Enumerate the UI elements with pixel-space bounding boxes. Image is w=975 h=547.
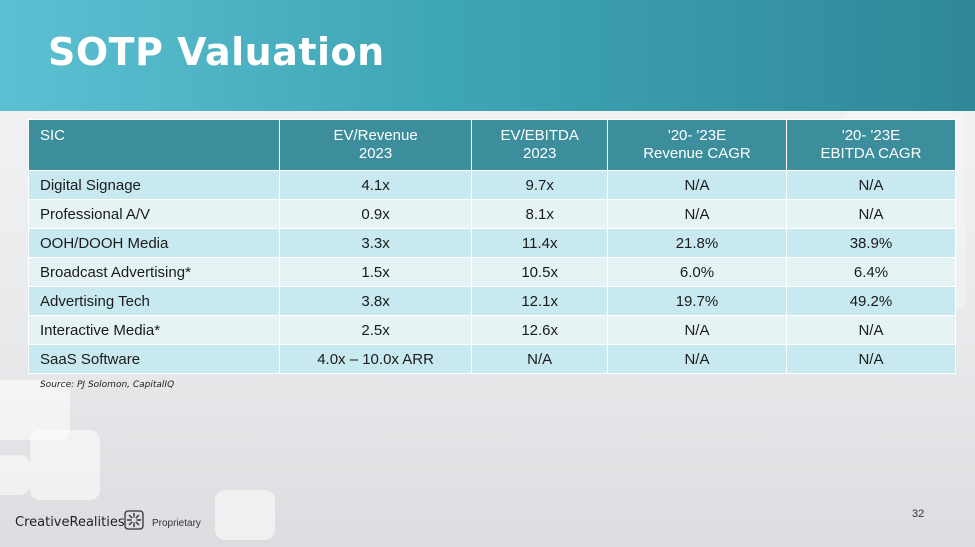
table-row: OOH/DOOH Media 3.3x 11.4x 21.8% 38.9% bbox=[28, 228, 957, 258]
table-cell: N/A bbox=[785, 344, 957, 374]
table-cell: 12.1x bbox=[471, 286, 608, 316]
header-label: 2023 bbox=[522, 145, 557, 162]
table-cell: Digital Signage bbox=[28, 170, 280, 200]
header-label: EBITDA CAGR bbox=[820, 145, 922, 162]
company-logo-icon bbox=[124, 510, 144, 530]
table-row: SaaS Software 4.0x – 10.0x ARR N/A N/A N… bbox=[28, 344, 957, 374]
table-cell: Broadcast Advertising* bbox=[28, 257, 280, 287]
table-row: Broadcast Advertising* 1.5x 10.5x 6.0% 6… bbox=[28, 257, 957, 287]
table-cell: 3.3x bbox=[278, 228, 473, 258]
table-cell: N/A bbox=[606, 199, 787, 229]
table-cell: Professional A/V bbox=[28, 199, 280, 229]
header-sic: SIC bbox=[28, 119, 280, 171]
table-cell: N/A bbox=[471, 344, 608, 374]
page-number: 32 bbox=[912, 508, 925, 520]
table-row: Interactive Media* 2.5x 12.6x N/A N/A bbox=[28, 315, 957, 345]
table-row: Advertising Tech 3.8x 12.1x 19.7% 49.2% bbox=[28, 286, 957, 316]
table-cell: 11.4x bbox=[471, 228, 608, 258]
slide-title: SOTP Valuation bbox=[48, 30, 385, 74]
table-row: Digital Signage 4.1x 9.7x N/A N/A bbox=[28, 170, 957, 200]
table-header-row: SIC EV/Revenue 2023 EV/EBITDA 2023 '20- '2… bbox=[28, 119, 957, 171]
table-cell: 49.2% bbox=[785, 286, 957, 316]
header-ev-ebitda: EV/EBITDA 2023 bbox=[471, 119, 608, 171]
header-label: '20- '23E bbox=[667, 127, 727, 144]
sotp-table: SIC EV/Revenue 2023 EV/EBITDA 2023 '20- '2… bbox=[28, 119, 957, 374]
table-cell: N/A bbox=[606, 315, 787, 345]
table-cell: 4.1x bbox=[278, 170, 473, 200]
table-cell: N/A bbox=[606, 170, 787, 200]
table-cell: 0.9x bbox=[278, 199, 473, 229]
table-cell: 10.5x bbox=[471, 257, 608, 287]
header-band: SOTP Valuation bbox=[0, 0, 975, 111]
table-cell: Advertising Tech bbox=[28, 286, 280, 316]
table-cell: 4.0x – 10.0x ARR bbox=[278, 344, 473, 374]
header-label: EV/Revenue bbox=[333, 127, 418, 144]
table-cell: 1.5x bbox=[278, 257, 473, 287]
table-cell: 2.5x bbox=[278, 315, 473, 345]
table-cell: 6.4% bbox=[785, 257, 957, 287]
table-cell: 38.9% bbox=[785, 228, 957, 258]
header-ebitda-cagr: '20- '23E EBITDA CAGR bbox=[785, 119, 957, 171]
table-cell: OOH/DOOH Media bbox=[28, 228, 280, 258]
table-cell: N/A bbox=[785, 199, 957, 229]
background-shape bbox=[215, 490, 275, 540]
proprietary-label: Proprietary bbox=[152, 518, 201, 529]
background-shape bbox=[30, 430, 100, 500]
table-cell: 3.8x bbox=[278, 286, 473, 316]
background-shape bbox=[0, 455, 30, 495]
source-note: Source: PJ Solomon, CapitalIQ bbox=[40, 380, 175, 390]
table-cell: 6.0% bbox=[606, 257, 787, 287]
table-row: Professional A/V 0.9x 8.1x N/A N/A bbox=[28, 199, 957, 229]
company-logo-text: CreativeRealities bbox=[15, 515, 125, 530]
header-label: Revenue CAGR bbox=[643, 145, 751, 162]
table-cell: N/A bbox=[785, 315, 957, 345]
header-revenue-cagr: '20- '23E Revenue CAGR bbox=[606, 119, 787, 171]
header-label: SIC bbox=[40, 127, 66, 144]
table-cell: N/A bbox=[606, 344, 787, 374]
table-cell: Interactive Media* bbox=[28, 315, 280, 345]
table-cell: 19.7% bbox=[606, 286, 787, 316]
table-cell: N/A bbox=[785, 170, 957, 200]
header-label: EV/EBITDA bbox=[500, 127, 579, 144]
table-cell: 8.1x bbox=[471, 199, 608, 229]
table-cell: SaaS Software bbox=[28, 344, 280, 374]
header-ev-revenue: EV/Revenue 2023 bbox=[278, 119, 473, 171]
header-label: 2023 bbox=[358, 145, 393, 162]
table-cell: 9.7x bbox=[471, 170, 608, 200]
header-label: '20- '23E bbox=[841, 127, 901, 144]
table-cell: 12.6x bbox=[471, 315, 608, 345]
table-cell: 21.8% bbox=[606, 228, 787, 258]
